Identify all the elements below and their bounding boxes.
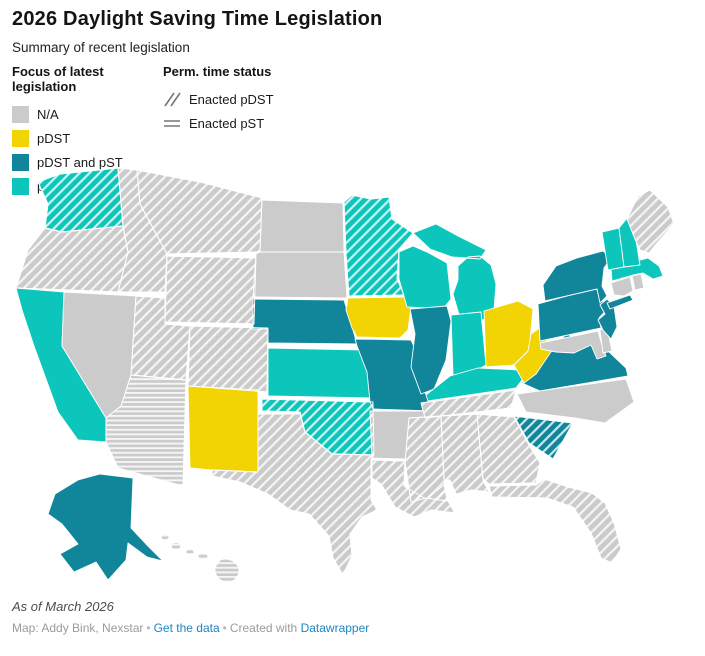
legend-item-enacted-pdst: Enacted pDST [163, 87, 343, 111]
byline: Map: Addy Bink, Nexstar [12, 621, 144, 635]
state-HI[interactable] [160, 533, 240, 583]
state-KS[interactable] [267, 347, 372, 399]
state-SD[interactable] [252, 251, 348, 299]
get-the-data-link[interactable]: Get the data [153, 621, 220, 635]
page-subtitle: Summary of recent legislation [12, 40, 190, 55]
state-NJ[interactable] [597, 298, 618, 340]
legend-label-na: N/A [37, 106, 59, 122]
state-IN[interactable] [450, 311, 487, 377]
state-FL[interactable] [488, 478, 622, 564]
diagonal-hatch-icon [164, 92, 181, 106]
separator-dot: • [222, 621, 227, 635]
as-of-note: As of March 2026 [12, 599, 114, 614]
color-swatch-pdst [12, 129, 29, 147]
color-swatch-na [12, 105, 29, 123]
us-map-svg [15, 167, 675, 583]
us-choropleth-map [0, 162, 705, 598]
color-swatch-pdst-and-pst [12, 153, 29, 171]
credit-line: Map: Addy Bink, Nexstar • Get the data • Cre… [12, 621, 369, 635]
datawrapper-link[interactable]: Datawrapper [300, 621, 370, 635]
state-MD[interactable] [539, 330, 607, 360]
legend-item-pdst-and-pst: pDST and pST [12, 150, 160, 174]
state-WA[interactable] [37, 167, 124, 233]
legend-perm-column: Perm. time status Enacted pDST Enacted p… [163, 64, 343, 135]
legend-label-pdst-and-pst: pDST and pST [37, 154, 123, 170]
separator-dot: • [146, 621, 151, 635]
legend-item-na: N/A [12, 102, 160, 126]
created-with-label: Created with [229, 621, 298, 635]
legend-focus-title: Focus of latest legislation [12, 64, 104, 94]
state-CT[interactable] [610, 276, 634, 297]
state-MS[interactable] [404, 415, 448, 503]
state-AK[interactable] [47, 473, 164, 581]
state-OR[interactable] [15, 225, 129, 293]
state-ND[interactable] [259, 199, 345, 253]
legend-label-enacted-pst: Enacted pST [189, 115, 265, 131]
state-RI[interactable] [631, 273, 645, 291]
state-NY[interactable] [542, 250, 634, 310]
state-NM[interactable] [187, 385, 259, 473]
legend-item-pdst: pDST [12, 126, 160, 150]
states-layer [15, 167, 675, 583]
legend-focus-column: Focus of latest legislation N/A pDST pDS… [12, 64, 160, 198]
state-MA[interactable] [610, 257, 664, 282]
state-CO[interactable] [187, 325, 269, 393]
legend-label-enacted-pdst: Enacted pDST [189, 91, 274, 107]
horizontal-lines-icon [164, 119, 180, 127]
color-swatch-pst [12, 177, 29, 195]
legend-item-enacted-pst: Enacted pST [163, 111, 343, 135]
page-title: 2026 Daylight Saving Time Legislation [12, 8, 383, 30]
legend-label-pdst: pDST [37, 130, 71, 146]
state-WY[interactable] [164, 255, 257, 325]
state-IA[interactable] [345, 296, 412, 339]
state-WI[interactable] [398, 245, 452, 310]
legend-perm-title: Perm. time status [163, 64, 272, 79]
state-NE[interactable] [252, 298, 358, 345]
